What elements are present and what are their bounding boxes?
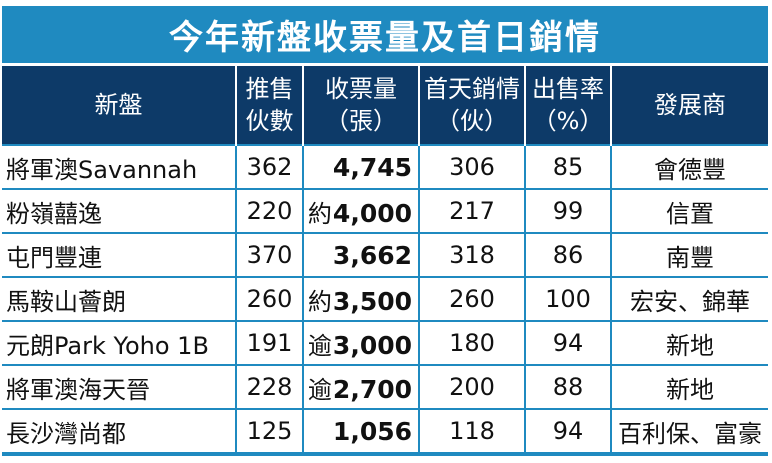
cell-developer: 宏安、錦華 [610,276,768,321]
cell-units: 370 [235,232,303,277]
cell-units: 260 [235,276,303,321]
header-row: 新盤 推售 伙數 收票量 （張） 首天銷情 （伙） 出售率 （%） 發展商 [2,66,768,145]
cell-tickets: 逾3,000 [302,320,419,365]
cell-development: 將軍澳海天晉 [2,364,236,409]
cell-units: 191 [235,320,303,365]
cell-developer: 南豐 [610,232,768,277]
cell-development: 元朗Park Yoho 1B [2,320,236,365]
cell-developer: 信置 [610,188,768,233]
cell-first-day-sales: 180 [418,320,525,365]
table-row: 將軍澳海天晉 228 逾2,700 200 88 新地 [2,364,768,409]
cell-units: 125 [235,408,303,456]
cell-first-day-sales: 217 [418,188,525,233]
cell-tickets: 4,745 [302,144,419,189]
header-units: 推售 伙數 [235,66,303,145]
cell-first-day-sales: 318 [418,232,525,277]
table-title: 今年新盤收票量及首日銷情 [2,6,768,63]
header-first-day-sales: 首天銷情 （伙） [418,66,525,145]
cell-development: 長沙灣尚都 [2,408,236,456]
table-row: 馬鞍山薈朗 260 約3,500 260 100 宏安、錦華 [2,276,768,321]
cell-sell-rate: 94 [524,408,611,456]
cell-development: 屯門豐連 [2,232,236,277]
cell-development: 將軍澳Savannah [2,144,236,189]
cell-development: 粉嶺囍逸 [2,188,236,233]
cell-developer: 新地 [610,320,768,365]
cell-tickets: 逾2,700 [302,364,419,409]
header-sell-rate: 出售率 （%） [524,66,611,145]
cell-sell-rate: 99 [524,188,611,233]
cell-sell-rate: 85 [524,144,611,189]
cell-first-day-sales: 118 [418,408,525,456]
cell-development: 馬鞍山薈朗 [2,276,236,321]
cell-tickets: 1,056 [302,408,419,456]
sales-table: 新盤 推售 伙數 收票量 （張） 首天銷情 （伙） 出售率 （%） 發展商 將軍澳Sav… [2,66,768,456]
cell-sell-rate: 88 [524,364,611,409]
cell-first-day-sales: 306 [418,144,525,189]
cell-units: 220 [235,188,303,233]
table-row: 粉嶺囍逸 220 約4,000 217 99 信置 [2,188,768,233]
table-row: 元朗Park Yoho 1B 191 逾3,000 180 94 新地 [2,320,768,365]
cell-developer: 百利保、富豪 [610,408,768,456]
cell-sell-rate: 86 [524,232,611,277]
cell-sell-rate: 94 [524,320,611,365]
cell-units: 362 [235,144,303,189]
cell-tickets: 約3,500 [302,276,419,321]
header-developer: 發展商 [610,66,768,145]
cell-tickets: 約4,000 [302,188,419,233]
header-development: 新盤 [2,66,236,145]
cell-developer: 新地 [610,364,768,409]
cell-first-day-sales: 260 [418,276,525,321]
header-tickets: 收票量 （張） [302,66,419,145]
cell-first-day-sales: 200 [418,364,525,409]
table-row: 將軍澳Savannah 362 4,745 306 85 會德豐 [2,144,768,189]
cell-developer: 會德豐 [610,144,768,189]
cell-tickets: 3,662 [302,232,419,277]
cell-sell-rate: 100 [524,276,611,321]
table-row: 長沙灣尚都 125 1,056 118 94 百利保、富豪 [2,408,768,456]
table-row: 屯門豐連 370 3,662 318 86 南豐 [2,232,768,277]
cell-units: 228 [235,364,303,409]
